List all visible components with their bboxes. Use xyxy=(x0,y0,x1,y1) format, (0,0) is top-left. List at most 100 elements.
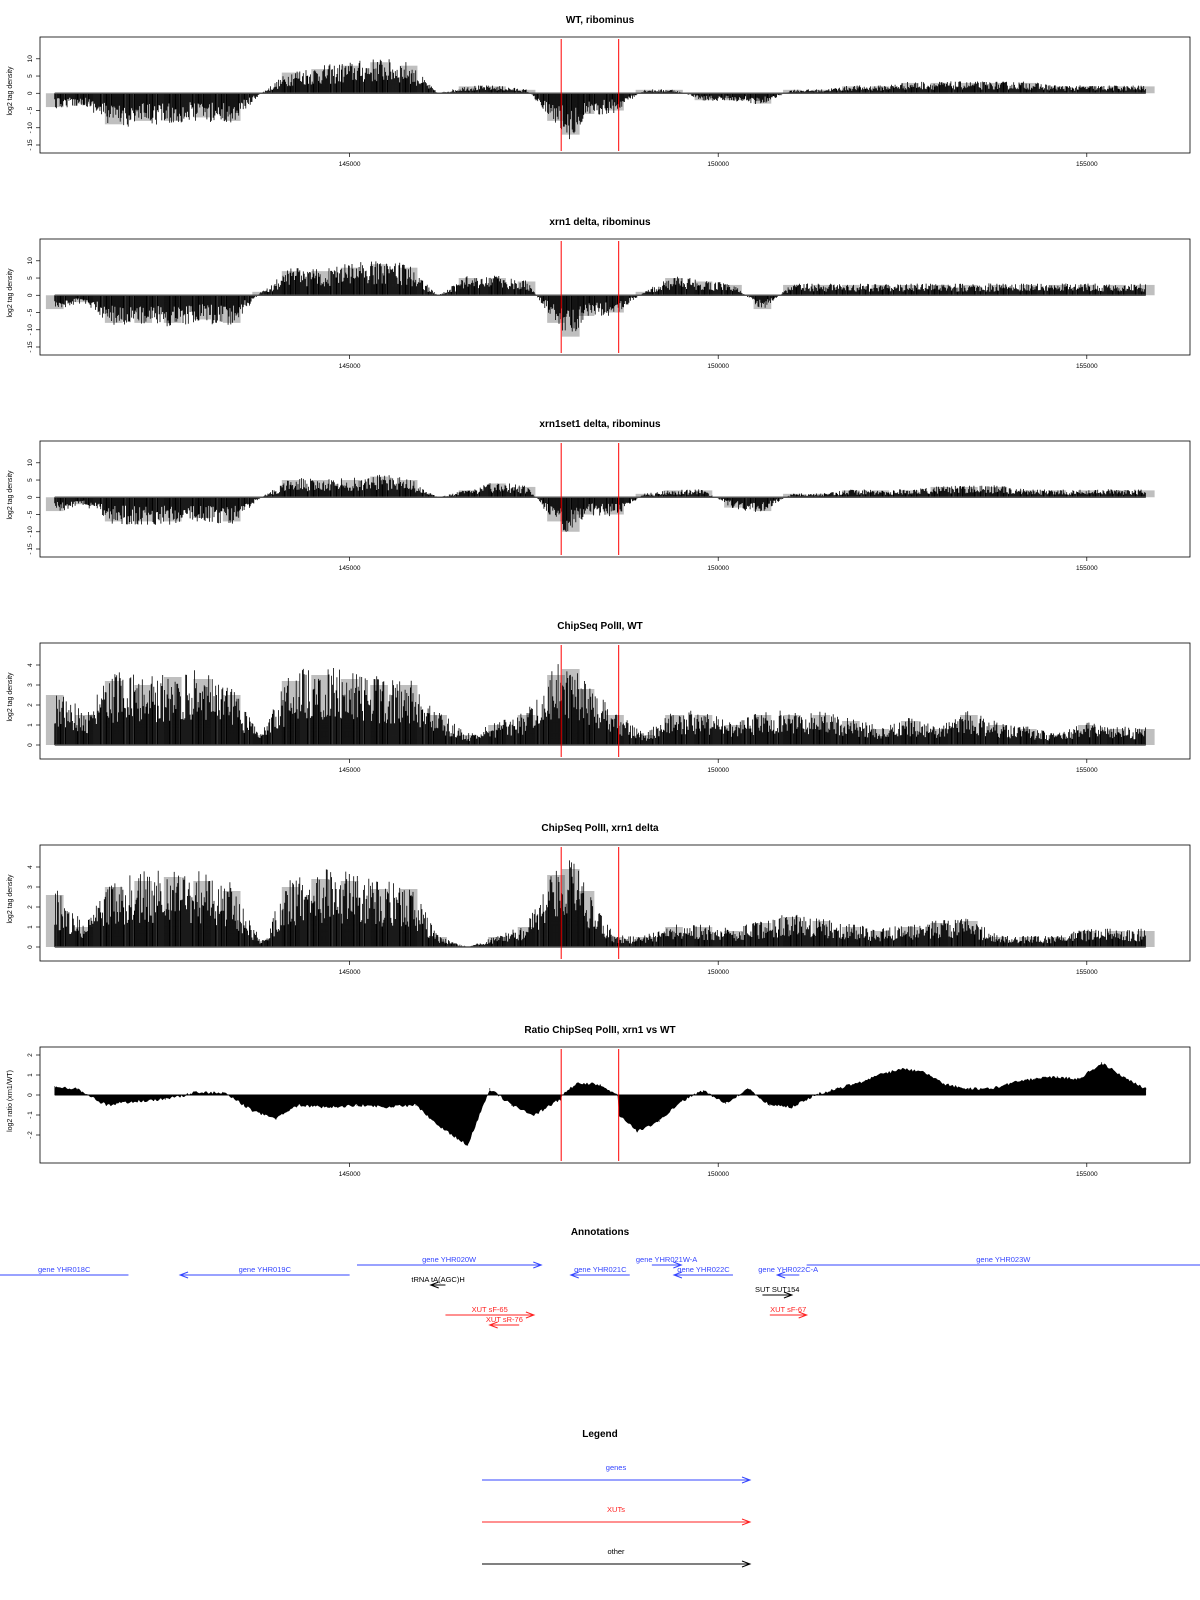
data-point xyxy=(747,1088,749,1090)
data-point xyxy=(1012,1082,1014,1084)
data-point xyxy=(577,1082,579,1084)
data-point xyxy=(356,1104,358,1106)
signal-spikes xyxy=(54,59,1146,140)
data-point xyxy=(297,1104,299,1106)
data-point xyxy=(105,1104,107,1106)
data-point xyxy=(1123,1076,1125,1078)
data-point xyxy=(924,1072,926,1074)
x-tick-label: 155000 xyxy=(1076,161,1098,168)
y-axis-label: log2 tag density xyxy=(7,470,14,520)
x-tick-label: 145000 xyxy=(339,1171,361,1178)
panel-xrn1-ribominus: xrn1 delta, ribominus log2 tag density 1… xyxy=(7,217,1191,370)
annotation-label: gene YHR022C-A xyxy=(758,1265,818,1274)
y-tick-label: 2 xyxy=(27,1053,34,1057)
data-point xyxy=(385,1106,388,1108)
data-point xyxy=(437,1124,439,1126)
x-tick-label: 155000 xyxy=(1076,565,1098,572)
data-bar xyxy=(1077,490,1096,498)
plot-frame xyxy=(39,642,1191,760)
data-bar xyxy=(812,493,831,498)
signal-spikes xyxy=(54,474,1146,532)
y-axis-label: log2 ratio (xrn1/WT) xyxy=(7,1070,14,1132)
panel-title: ChipSeq PolII, xrn1 delta xyxy=(541,823,659,834)
x-tick-label: 150000 xyxy=(707,767,729,774)
panel-title: xrn1set1 delta, ribominus xyxy=(539,419,661,430)
y-axis-label: log2 tag density xyxy=(7,66,14,116)
y-tick-label: 1 xyxy=(27,723,34,727)
y-tick-label: 5 xyxy=(27,276,34,280)
plot-frame xyxy=(39,36,1191,154)
legend-items: genes XUTs other xyxy=(482,1463,752,1568)
plot-marks xyxy=(45,645,1155,757)
arrow-head-left xyxy=(569,1271,579,1279)
y-tick-label: 10 xyxy=(27,257,34,265)
panel-title: Ratio ChipSeq PolII, xrn1 vs WT xyxy=(524,1025,675,1036)
x-tick-label: 155000 xyxy=(1076,1171,1098,1178)
y-axis-label: log2 tag density xyxy=(7,268,14,318)
arrow-head-left xyxy=(672,1271,683,1279)
y-tick-label: 0 xyxy=(27,495,34,499)
panel-ratio: Ratio ChipSeq PolII, xrn1 vs WT log2 rat… xyxy=(7,1025,1191,1178)
legend-arrow xyxy=(741,1560,752,1568)
annotation-label: gene YHR022C xyxy=(677,1265,730,1274)
x-tick-label: 145000 xyxy=(339,565,361,572)
data-point xyxy=(857,1082,859,1084)
data-point xyxy=(990,1088,992,1090)
y-axis-label: log2 tag density xyxy=(7,672,14,722)
annotation-label: gene YHR023W xyxy=(976,1255,1031,1264)
y-tick-label: - 10 xyxy=(27,122,34,134)
arrow-head-right xyxy=(673,1261,683,1269)
panel-xrn1set1-ribominus: xrn1set1 delta, ribominus log2 tag densi… xyxy=(7,419,1191,572)
data-point xyxy=(599,1084,601,1086)
y-tick-label: 4 xyxy=(27,663,34,667)
data-bar xyxy=(989,284,1008,296)
data-point xyxy=(946,1084,948,1086)
data-bar xyxy=(1048,86,1067,94)
data-point xyxy=(326,1106,329,1108)
signal-spikes xyxy=(54,261,1146,332)
plot-marks xyxy=(45,39,1155,151)
x-tick-label: 150000 xyxy=(707,161,729,168)
annotation-label: XUT sR-76 xyxy=(486,1315,523,1324)
arrow-head-right xyxy=(525,1311,536,1319)
data-point xyxy=(135,1100,137,1102)
data-point xyxy=(54,1086,56,1088)
annotation-label: gene YHR019C xyxy=(239,1265,292,1274)
data-bar xyxy=(665,490,683,498)
y-tick-label: - 10 xyxy=(27,324,34,336)
axis-ticks: 10 5 0 - 5 - 10 - 15 145000 150000 155000 xyxy=(27,55,1098,168)
data-point xyxy=(511,1104,513,1106)
y-tick-label: 4 xyxy=(27,865,34,869)
data-point xyxy=(658,1120,660,1122)
annotation-label: SUT SUT154 xyxy=(755,1285,799,1294)
y-tick-label: - 15 xyxy=(27,341,34,353)
y-tick-label: 5 xyxy=(27,478,34,482)
arrow-head-left xyxy=(488,1321,498,1329)
y-tick-label: 10 xyxy=(27,459,34,467)
arrow-head-left xyxy=(775,1271,786,1279)
panel-title: ChipSeq PolII, WT xyxy=(557,621,643,632)
x-tick-label: 145000 xyxy=(339,161,361,168)
y-tick-label: 2 xyxy=(27,703,34,707)
panel-title: WT, ribominus xyxy=(566,15,635,26)
annotation-label: gene YHR021C xyxy=(574,1265,627,1274)
data-point xyxy=(1145,1088,1147,1090)
x-tick-label: 150000 xyxy=(707,969,729,976)
data-bar xyxy=(1018,284,1037,296)
data-bar xyxy=(75,497,94,505)
annotation-label: XUT sF-67 xyxy=(770,1305,806,1314)
data-point xyxy=(533,1114,535,1116)
ratio-area xyxy=(54,1063,1147,1146)
y-tick-label: 1 xyxy=(27,1073,34,1077)
y-tick-label: 0 xyxy=(27,91,34,95)
data-point xyxy=(223,1092,225,1094)
annotation-label: XUT sF-65 xyxy=(472,1305,508,1314)
data-point xyxy=(724,1102,727,1104)
arrow-head-left xyxy=(178,1271,189,1279)
data-point xyxy=(1078,1078,1081,1080)
data-point xyxy=(791,1106,793,1108)
y-tick-label: - 15 xyxy=(27,543,34,555)
y-tick-label: 10 xyxy=(27,55,34,63)
y-axis-label: log2 tag density xyxy=(7,874,14,924)
y-tick-label: - 10 xyxy=(27,526,34,538)
